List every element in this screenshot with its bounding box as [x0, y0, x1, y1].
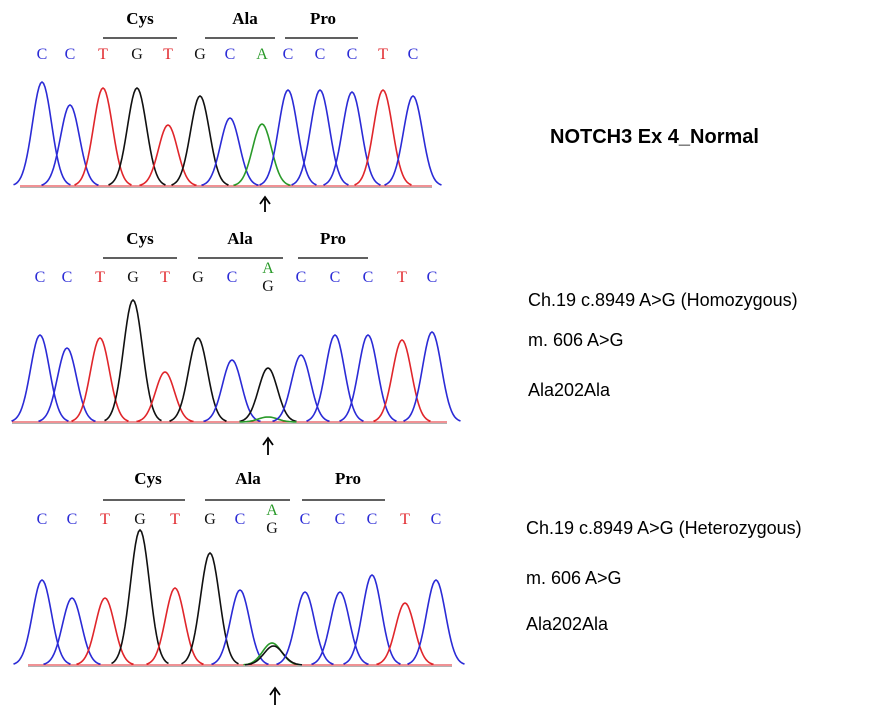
- base-call: T: [160, 269, 170, 286]
- base-call: G: [194, 46, 206, 63]
- variant-note: m. 606 A>G: [526, 568, 622, 588]
- peak: [340, 335, 397, 421]
- codon-label: Ala: [227, 229, 253, 248]
- peak: [273, 355, 330, 421]
- base-call: C: [431, 511, 442, 528]
- peak: [240, 417, 297, 422]
- base-call: C: [296, 269, 307, 286]
- codon-label: Pro: [320, 229, 346, 248]
- codon-label: Cys: [134, 469, 162, 488]
- peak: [75, 88, 132, 185]
- base-call: C: [363, 269, 374, 286]
- peak: [182, 553, 239, 664]
- base-call: G: [127, 269, 139, 286]
- codon-label: Pro: [335, 469, 361, 488]
- base-call: C: [35, 269, 46, 286]
- base-call: T: [95, 269, 105, 286]
- base-call: T: [98, 46, 108, 63]
- base-call: C: [335, 511, 346, 528]
- base-call: T: [378, 46, 388, 63]
- peak: [137, 372, 194, 421]
- peak: [202, 118, 259, 185]
- base-call: C: [300, 511, 311, 528]
- peak: [385, 96, 442, 185]
- variant-note: Ch.19 c.8949 A>G (Heterozygous): [526, 518, 802, 538]
- peak: [292, 90, 349, 185]
- base-call: C: [427, 269, 438, 286]
- peak: [14, 580, 71, 664]
- base-call: G: [131, 46, 143, 63]
- peak: [374, 340, 431, 421]
- base-call: C: [347, 46, 358, 63]
- base-call: C: [330, 269, 341, 286]
- peak: [170, 338, 227, 421]
- peak: [12, 335, 69, 421]
- base-call: G: [204, 511, 216, 528]
- codon-label: Cys: [126, 9, 154, 28]
- peak: [344, 575, 401, 664]
- base-call: A: [256, 46, 268, 63]
- peak: [109, 88, 166, 185]
- base-call: C: [235, 511, 246, 528]
- codon-label: Ala: [232, 9, 258, 28]
- base-call: C: [408, 46, 419, 63]
- codon-label: Ala: [235, 469, 261, 488]
- base-call: G: [262, 278, 274, 295]
- variant-note: Ch.19 c.8949 A>G (Homozygous): [528, 290, 798, 310]
- base-call: C: [67, 511, 78, 528]
- peak: [172, 96, 229, 185]
- base-call: T: [400, 511, 410, 528]
- base-call: C: [37, 46, 48, 63]
- base-call: T: [397, 269, 407, 286]
- codon-label: Pro: [310, 9, 336, 28]
- base-call: C: [283, 46, 294, 63]
- peak: [307, 335, 364, 421]
- base-call: C: [225, 46, 236, 63]
- base-call: G: [192, 269, 204, 286]
- variant-note: Ala202Ala: [526, 614, 609, 634]
- base-call: C: [315, 46, 326, 63]
- base-call: C: [62, 269, 73, 286]
- base-call: T: [100, 511, 110, 528]
- base-call: A: [262, 260, 274, 277]
- base-call: C: [37, 511, 48, 528]
- base-call: T: [170, 511, 180, 528]
- figure: CysAlaProCCTGTGCACCCTCNOTCH3 Ex 4_Normal…: [0, 0, 894, 706]
- base-call: G: [266, 520, 278, 537]
- base-call: C: [227, 269, 238, 286]
- sample-title: NOTCH3 Ex 4_Normal: [550, 126, 759, 148]
- base-call: A: [266, 502, 278, 519]
- variant-note: m. 606 A>G: [528, 330, 624, 350]
- peak: [44, 598, 101, 664]
- peak: [277, 592, 334, 664]
- peak: [408, 580, 465, 664]
- peak: [105, 300, 162, 421]
- codon-label: Cys: [126, 229, 154, 248]
- variant-note: Ala202Ala: [528, 380, 611, 400]
- base-call: C: [65, 46, 76, 63]
- base-call: T: [163, 46, 173, 63]
- base-call: C: [367, 511, 378, 528]
- base-call: G: [134, 511, 146, 528]
